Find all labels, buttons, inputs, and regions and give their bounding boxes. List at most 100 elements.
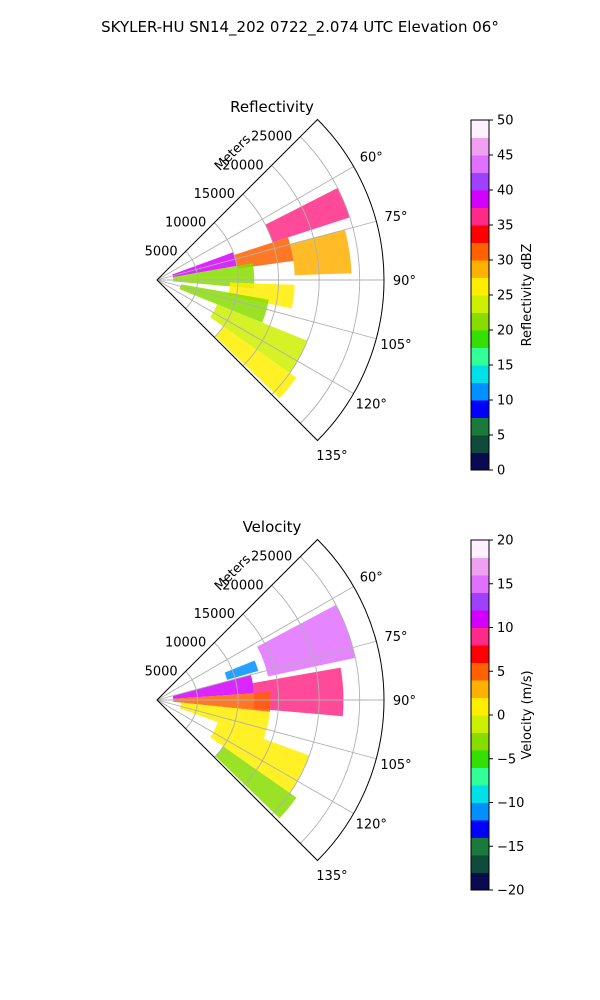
colorbar-segment — [471, 172, 489, 191]
colorbar-segment — [471, 697, 489, 716]
colorbar: 0 5 10 15 20 25 30 35 40 45 50 Reflectivity dBZ — [470, 114, 535, 479]
colorbar-segment — [471, 837, 489, 856]
colorbar-segment — [471, 785, 489, 803]
colorbar-tick-label: 20 — [497, 534, 514, 549]
colorbar-segment — [471, 155, 489, 173]
colorbar-segment — [471, 680, 489, 698]
grid-spoke — [156, 279, 354, 394]
colorbar-segment — [471, 732, 489, 751]
colorbar-segment — [471, 540, 489, 558]
colorbar-tick-label: 0 — [497, 709, 505, 724]
colorbar-segment — [471, 330, 489, 348]
colorbar-segment — [471, 610, 489, 628]
grid-spoke — [156, 220, 377, 281]
colorbar-segment — [471, 435, 489, 453]
azimuth-tick-label: 120° — [356, 398, 387, 413]
panels: Reflectivity500010000150002000025000Mete… — [145, 98, 535, 899]
colorbar-tick-label: −20 — [497, 884, 524, 899]
colorbar-segment — [471, 190, 489, 208]
colorbar-segment — [471, 767, 489, 786]
echo-region — [224, 660, 259, 680]
colorbar-tick-label: 40 — [497, 184, 514, 199]
echo-region — [179, 702, 270, 739]
echo-region — [172, 252, 237, 278]
colorbar-segment — [471, 207, 489, 226]
colorbar-tick-label: 15 — [497, 577, 514, 592]
radial-tick-label: 25000 — [251, 550, 292, 565]
echo-region — [172, 263, 255, 289]
colorbar-tick-label: 10 — [497, 621, 514, 636]
colorbar-segment — [471, 557, 489, 576]
colorbar-segment — [471, 802, 489, 821]
colorbar-tick-label: 25 — [497, 289, 514, 304]
radial-tick-label: 20000 — [222, 158, 263, 173]
grid-spoke — [156, 640, 377, 701]
colorbar-segment — [471, 452, 489, 471]
azimuth-tick-label: 75° — [384, 630, 407, 645]
radial-tick-label: 5000 — [145, 664, 178, 679]
colorbar-tick-label: −10 — [497, 796, 524, 811]
azimuth-tick-label: 90° — [393, 274, 416, 289]
azimuth-tick-label: 105° — [380, 758, 411, 773]
radar-panel-0: Reflectivity500010000150002000025000Mete… — [145, 98, 535, 479]
radial-tick-label: 10000 — [165, 216, 206, 231]
colorbar-tick-label: 50 — [497, 114, 514, 129]
colorbar-segment — [471, 137, 489, 156]
panel-title: Reflectivity — [230, 98, 314, 116]
echo-region — [210, 722, 310, 794]
colorbar-tick-label: 10 — [497, 394, 514, 409]
echo-region — [265, 187, 350, 243]
sector-frame — [156, 118, 385, 442]
colorbar-segment — [471, 365, 489, 383]
colorbar-segment — [471, 592, 489, 611]
colorbar: −20 −15 −10 −5 0 5 10 15 20 Velocity (m/s) — [470, 534, 535, 899]
colorbar-segment — [471, 295, 489, 313]
colorbar-tick-label: 5 — [497, 665, 505, 680]
echo-region — [257, 604, 356, 677]
grid-spoke — [156, 699, 354, 814]
azimuth-tick-label: 135° — [316, 449, 347, 464]
echo-region — [290, 229, 352, 276]
echo-region — [215, 746, 297, 819]
colorbar-segment — [471, 645, 489, 663]
colorbar-segment — [471, 312, 489, 331]
colorbar-segment — [471, 277, 489, 296]
radial-tick-label: 10000 — [165, 636, 206, 651]
colorbar-segment — [471, 575, 489, 593]
sector-frame — [156, 538, 385, 862]
radial-tick-label: 20000 — [222, 578, 263, 593]
colorbar-tick-label: 30 — [497, 254, 514, 269]
azimuth-tick-label: 75° — [384, 210, 407, 225]
colorbar-segment — [471, 750, 489, 768]
colorbar-tick-label: 0 — [497, 464, 505, 479]
colorbar-tick-label: 45 — [497, 149, 514, 164]
colorbar-segment — [471, 872, 489, 891]
echo-region — [234, 237, 294, 269]
azimuth-tick-label: 120° — [356, 818, 387, 833]
radial-tick-label: 5000 — [145, 244, 178, 259]
echo-region — [173, 692, 271, 712]
azimuth-tick-label: 105° — [380, 338, 411, 353]
azimuth-tick-label: 60° — [360, 570, 383, 585]
colorbar-tick-label: −5 — [497, 752, 516, 767]
figure-title: SKYLER-HU SN14_202 0722_2.074 UTC Elevat… — [101, 18, 499, 37]
colorbar-tick-label: 15 — [497, 359, 514, 374]
panel-title: Velocity — [243, 518, 302, 536]
colorbar-tick-label: −15 — [497, 840, 524, 855]
colorbar-segment — [471, 627, 489, 646]
echo-region — [172, 674, 255, 699]
colorbar-segment — [471, 715, 489, 733]
colorbar-segment — [471, 382, 489, 401]
azimuth-tick-label: 135° — [316, 869, 347, 884]
colorbar-tick-label: 5 — [497, 429, 505, 444]
echo-region — [252, 667, 344, 717]
colorbar-label: Velocity (m/s) — [520, 670, 535, 759]
colorbar-segment — [471, 820, 489, 838]
azimuth-tick-label: 90° — [393, 694, 416, 709]
grid-spoke — [156, 586, 354, 701]
radial-tick-label: 15000 — [194, 607, 235, 622]
colorbar-segment — [471, 260, 489, 278]
colorbar-tick-label: 35 — [497, 219, 514, 234]
